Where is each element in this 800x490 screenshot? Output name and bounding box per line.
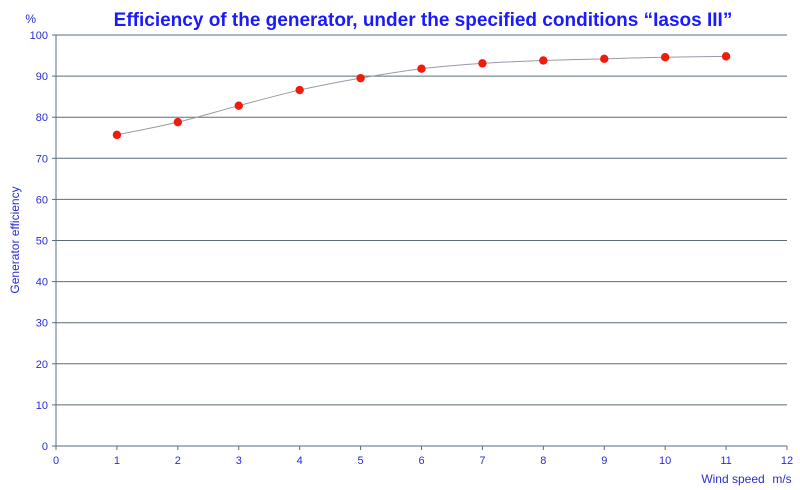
data-point-8 [539,56,548,65]
x-tick-label-1: 1 [114,455,120,467]
y-tick-label-30: 30 [36,318,48,330]
data-points [112,52,731,140]
x-tick-label-4: 4 [297,455,303,467]
y-tick-label-50: 50 [36,236,48,248]
x-tick-label-12: 12 [781,455,793,467]
x-tick-label-10: 10 [659,455,671,467]
data-point-1 [112,130,122,140]
axes [52,34,788,450]
data-point-4 [295,85,304,95]
x-tick-label-3: 3 [236,455,242,467]
y-tick-label-70: 70 [36,153,48,165]
data-point-10 [660,52,670,62]
data-point-3 [234,101,243,110]
data-point-5 [356,73,365,83]
chart-title: Efficiency of the generator, under the s… [114,10,733,31]
y-tick-label-100: 100 [30,30,48,42]
y-axis-unit: % [25,12,36,26]
y-tick-label-10: 10 [36,400,48,412]
x-axis-label: Wind speed [701,472,764,486]
x-tick-label-6: 6 [418,455,424,467]
y-tick-label-60: 60 [36,194,48,206]
data-point-2 [173,117,183,127]
y-tick-label-0: 0 [42,441,48,453]
data-point-9 [600,54,609,64]
y-tick-label-90: 90 [36,71,48,83]
grid-lines [56,34,787,447]
x-tick-label-11: 11 [720,455,731,467]
x-tick-label-7: 7 [479,455,485,467]
y-axis-label: Generator efficiency [8,186,22,293]
x-axis-unit: m/s [772,472,791,486]
x-tick-label-2: 2 [175,455,181,467]
x-tick-label-5: 5 [358,455,364,467]
y-tick-label-40: 40 [36,277,48,289]
x-tick-label-9: 9 [601,455,607,467]
data-point-11 [721,52,731,61]
data-point-6 [417,64,426,73]
x-tick-label-0: 0 [53,455,59,467]
y-tick-label-80: 80 [36,112,48,124]
data-point-7 [478,59,487,68]
x-tick-label-8: 8 [540,455,546,467]
y-tick-label-20: 20 [36,359,48,371]
